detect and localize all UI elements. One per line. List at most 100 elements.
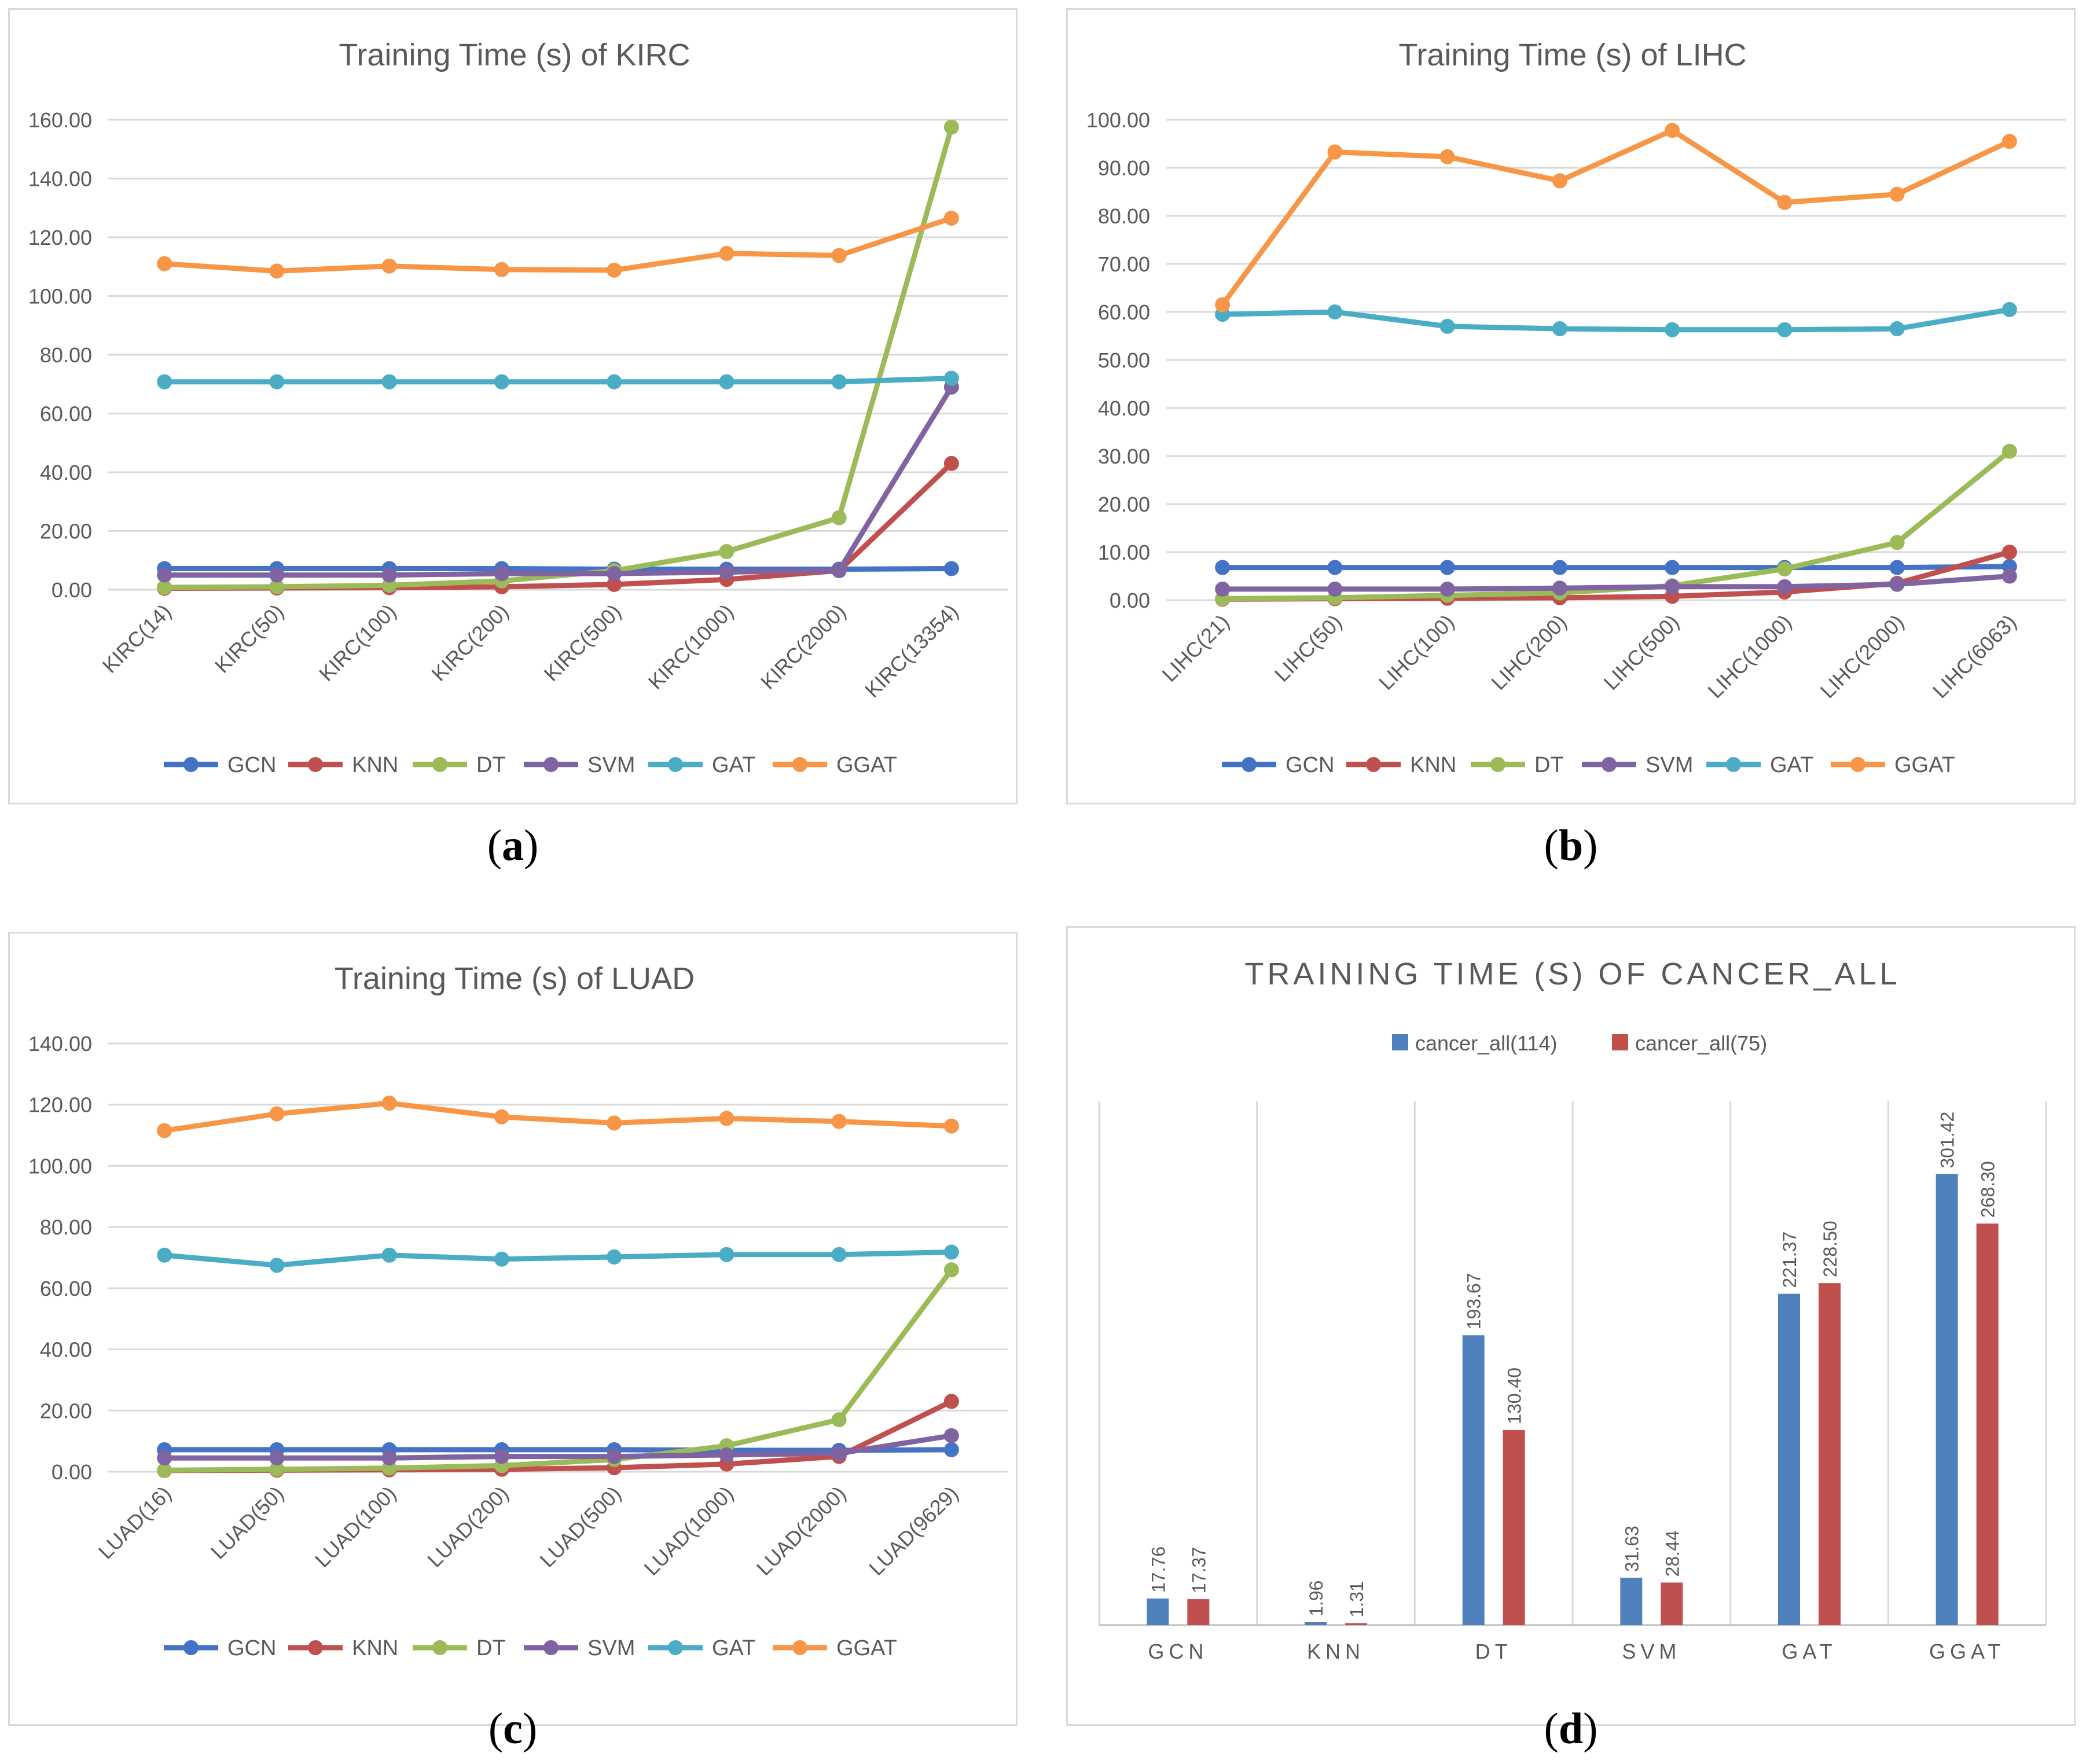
x-tick-label: KIRC(200) (427, 600, 513, 686)
bar-gat-0 (1778, 1293, 1800, 1625)
data-point-gcn (1215, 560, 1231, 575)
data-point-dt (269, 579, 285, 594)
data-point-gat (607, 374, 622, 389)
data-point-gcn (1327, 560, 1343, 575)
y-tick-label: 120.00 (28, 1093, 92, 1117)
data-point-gat (381, 374, 397, 389)
legend-swatch (1612, 1034, 1628, 1050)
legend-marker-svm (543, 757, 559, 772)
x-tick-label: KIRC(500) (539, 600, 626, 686)
legend-label: cancer_all(114) (1415, 1031, 1557, 1055)
data-point-gat (831, 374, 847, 389)
data-point-svm (719, 564, 734, 580)
data-label: 193.67 (1464, 1273, 1485, 1329)
data-point-svm (831, 563, 847, 579)
legend-label: SVM (1646, 753, 1693, 777)
x-tick-label: DT (1475, 1640, 1512, 1663)
data-point-svm (1439, 581, 1455, 597)
y-tick-label: 20.00 (40, 1399, 92, 1423)
data-point-knn (943, 455, 959, 471)
chart-title: TRAINING TIME (S) OF CANCER_ALL (1244, 957, 1900, 991)
legend-label: SVM (587, 753, 635, 777)
x-tick-label: LIHC(1000) (1703, 610, 1796, 703)
y-tick-label: 40.00 (1098, 396, 1150, 420)
data-point-ggat (1665, 123, 1680, 138)
y-tick-label: 20.00 (1098, 493, 1150, 516)
data-point-ggat (831, 1113, 847, 1129)
y-tick-label: 60.00 (40, 1277, 92, 1300)
x-tick-label: KIRC(14) (98, 600, 176, 678)
data-point-gcn (943, 1442, 959, 1457)
chart-title: Training Time (s) of KIRC (339, 38, 690, 72)
data-point-svm (494, 1449, 509, 1464)
data-point-dt (157, 1462, 172, 1478)
bar-svm-1 (1661, 1582, 1683, 1625)
bar-gat-1 (1819, 1283, 1841, 1625)
data-point-svm (1327, 581, 1343, 597)
legend-marker-gat (668, 1640, 683, 1655)
data-point-gat (494, 374, 509, 389)
x-tick-label: LIHC(21) (1158, 610, 1234, 686)
y-tick-label: 120.00 (28, 226, 92, 249)
data-point-svm (943, 1428, 959, 1443)
data-point-gat (1439, 318, 1455, 334)
data-point-ggat (607, 262, 622, 278)
data-point-gcn (1552, 560, 1567, 575)
series-line-gcn (1220, 564, 2012, 571)
data-point-ggat (1215, 297, 1231, 313)
data-point-dt (381, 578, 397, 593)
chart-title: Training Time (s) of LUAD (335, 961, 695, 996)
data-point-gat (1665, 322, 1680, 337)
series-line-ggat (161, 1100, 954, 1134)
data-point-dt (831, 1412, 847, 1428)
data-point-svm (494, 566, 509, 582)
x-tick-label: LIHC(50) (1270, 610, 1346, 686)
data-label: 1.31 (1346, 1581, 1367, 1617)
data-point-svm (1215, 581, 1231, 597)
legend-label: GAT (712, 1636, 755, 1660)
x-tick-label: KIRC(2000) (756, 600, 850, 694)
series-line-gat (161, 376, 954, 385)
chart-panel-a: Training Time (s) of KIRC 0.00 20.00 40.00 6… (8, 8, 1018, 804)
x-tick-label: LIHC(6063) (1928, 610, 2021, 703)
legend-marker-gcn (183, 757, 199, 772)
data-point-gat (1777, 322, 1793, 337)
x-tick-label: LUAD(50) (206, 1482, 288, 1564)
legend-label: DT (476, 1636, 506, 1660)
x-tick-label: LIHC(100) (1374, 610, 1459, 694)
x-tick-label: KIRC(50) (210, 600, 288, 678)
y-tick-label: 90.00 (1098, 156, 1150, 180)
data-point-ggat (831, 248, 847, 263)
x-tick-label: LUAD(200) (423, 1482, 513, 1572)
data-point-dt (1889, 535, 1905, 550)
data-point-svm (1889, 576, 1905, 592)
data-point-svm (157, 1450, 172, 1466)
data-point-gat (831, 1247, 847, 1262)
data-point-svm (2001, 568, 2017, 584)
series-line-svm (1220, 574, 2012, 592)
legend-marker-ggat (792, 1640, 807, 1655)
legend-marker-knn (308, 1640, 323, 1655)
data-point-ggat (1777, 194, 1793, 210)
bar-dt-1 (1503, 1429, 1525, 1625)
data-point-dt (719, 544, 734, 560)
data-point-svm (381, 1450, 397, 1466)
chart-panel-d: TRAINING TIME (S) OF CANCER_ALL cancer_al… (1066, 926, 2076, 1726)
data-point-gat (1552, 321, 1567, 337)
data-point-gat (943, 370, 959, 386)
x-tick-label: LUAD(100) (310, 1482, 401, 1572)
data-label: 130.40 (1504, 1368, 1525, 1424)
data-point-ggat (607, 1115, 622, 1131)
data-point-ggat (943, 211, 959, 226)
legend-label: DT (1534, 753, 1564, 777)
series-line-gat (1220, 307, 2012, 333)
legend-marker-ggat (792, 757, 807, 772)
bar-ggat-1 (1976, 1223, 1999, 1625)
data-point-gat (719, 374, 734, 389)
x-tick-label: KNN (1307, 1640, 1365, 1663)
legend-label: GCN (1286, 753, 1334, 777)
chart-panel-b: Training Time (s) of LIHC 0.00 10.00 20.00 3… (1066, 8, 2076, 804)
data-point-gat (381, 1247, 397, 1263)
legend-label: GGAT (1894, 753, 1955, 777)
x-tick-label: LUAD(1000) (640, 1482, 738, 1580)
